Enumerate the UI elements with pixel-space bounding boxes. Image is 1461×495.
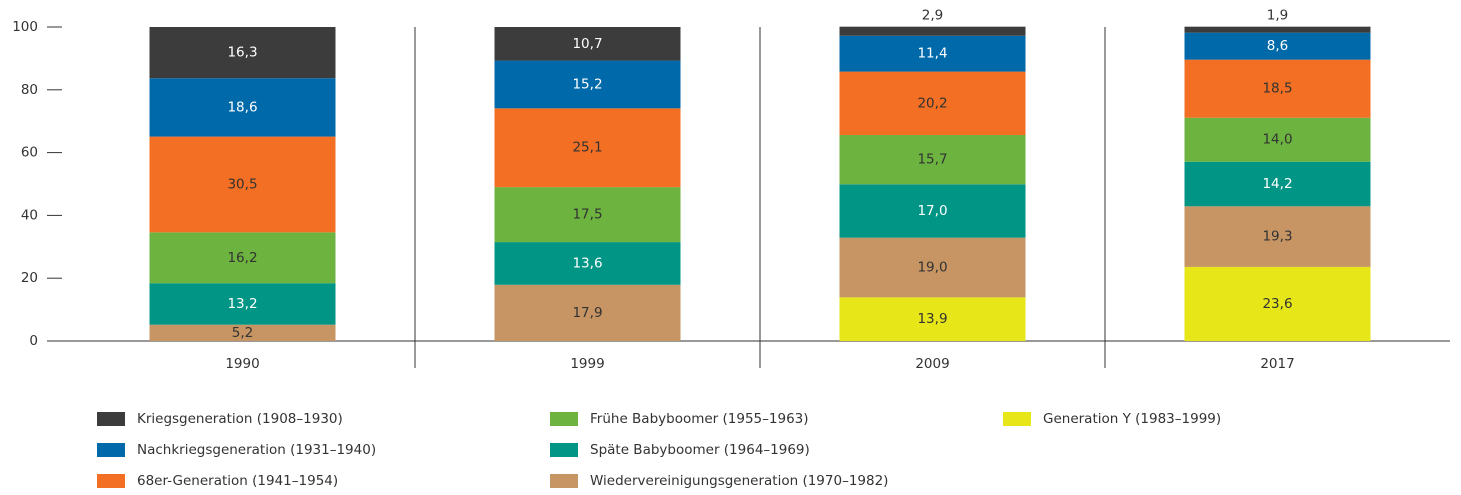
value-label: 16,2 [227, 250, 257, 266]
value-label: 10,7 [572, 36, 602, 52]
legend-swatch [97, 443, 125, 457]
bar-segment [839, 237, 1026, 298]
value-label: 13,6 [572, 255, 602, 271]
value-label: 30,5 [227, 176, 257, 192]
bar-segment [1184, 59, 1371, 118]
x-tick-label: 2017 [1260, 356, 1294, 372]
legend-label: Frühe Babyboomer (1955–1963) [590, 411, 809, 427]
legend-swatch [550, 474, 578, 488]
value-label: 11,4 [917, 46, 947, 62]
x-tick-label: 1999 [570, 356, 604, 372]
value-label: 18,6 [227, 99, 257, 115]
legend-label: Kriegsgeneration (1908–1930) [137, 411, 343, 427]
bar-segment [1184, 266, 1371, 341]
value-label: 20,2 [917, 95, 947, 111]
legend-swatch [97, 474, 125, 488]
bar-segment [494, 242, 681, 285]
bar-segment [839, 35, 1026, 72]
value-label: 23,6 [1262, 296, 1292, 312]
y-tick-label: 40 [21, 207, 38, 223]
value-label: 5,2 [232, 325, 253, 341]
bar-segment [1184, 161, 1371, 207]
value-label: 17,0 [917, 203, 947, 219]
value-label: 19,3 [1262, 229, 1292, 245]
x-tick-label: 1990 [225, 356, 259, 372]
bar-segment [494, 187, 681, 243]
value-label: 15,2 [572, 76, 602, 92]
value-label: 8,6 [1267, 38, 1288, 54]
legend-label: Wiedervereinigungsgeneration (1970–1982) [590, 473, 888, 489]
value-label: 25,1 [572, 140, 602, 156]
value-label: 2,9 [922, 8, 943, 24]
bar-segment [149, 136, 336, 233]
legend-swatch [550, 412, 578, 426]
value-label: 15,7 [917, 152, 947, 168]
x-tick-label: 2009 [915, 356, 949, 372]
bar-segment [149, 232, 336, 284]
y-tick-label: 100 [12, 19, 38, 35]
y-tick-label: 0 [29, 333, 38, 349]
bar-segment [839, 26, 1026, 36]
value-label: 17,5 [572, 207, 602, 223]
value-label: 13,2 [227, 296, 257, 312]
bar-segment [494, 27, 681, 61]
bar-segment [494, 108, 681, 188]
legend-swatch [97, 412, 125, 426]
bar-segment [494, 60, 681, 109]
bar-segment [1184, 206, 1371, 267]
bar-segment [149, 283, 336, 325]
y-tick-label: 20 [21, 270, 38, 286]
legend-swatch [550, 443, 578, 457]
value-label: 1,9 [1267, 8, 1288, 24]
bar-segment [149, 78, 336, 137]
bar-segment [839, 184, 1026, 238]
bar-segment [839, 71, 1026, 136]
legend-label: 68er-Generation (1941–1954) [137, 473, 338, 489]
y-tick-label: 60 [21, 145, 38, 161]
bar-segment [839, 135, 1026, 185]
value-label: 19,0 [917, 260, 947, 276]
value-label: 14,0 [1262, 132, 1292, 148]
y-tick-label: 80 [21, 82, 38, 98]
bar-segment [1184, 117, 1371, 162]
value-label: 14,2 [1262, 176, 1292, 192]
value-label: 16,3 [227, 45, 257, 61]
bar-segment [149, 324, 336, 341]
bar-segment [1184, 32, 1371, 60]
value-label: 13,9 [917, 311, 947, 327]
value-label: 17,9 [572, 305, 602, 321]
bar-segment [149, 27, 336, 79]
legend-label: Generation Y (1983–1999) [1043, 411, 1221, 427]
legend-label: Nachkriegsgeneration (1931–1940) [137, 442, 376, 458]
bar-segment [1184, 26, 1371, 33]
bar-segment [839, 297, 1026, 341]
legend-swatch [1003, 412, 1031, 426]
legend-label: Späte Babyboomer (1964–1969) [590, 442, 810, 458]
bar-segment [494, 284, 681, 341]
value-label: 18,5 [1262, 81, 1292, 97]
